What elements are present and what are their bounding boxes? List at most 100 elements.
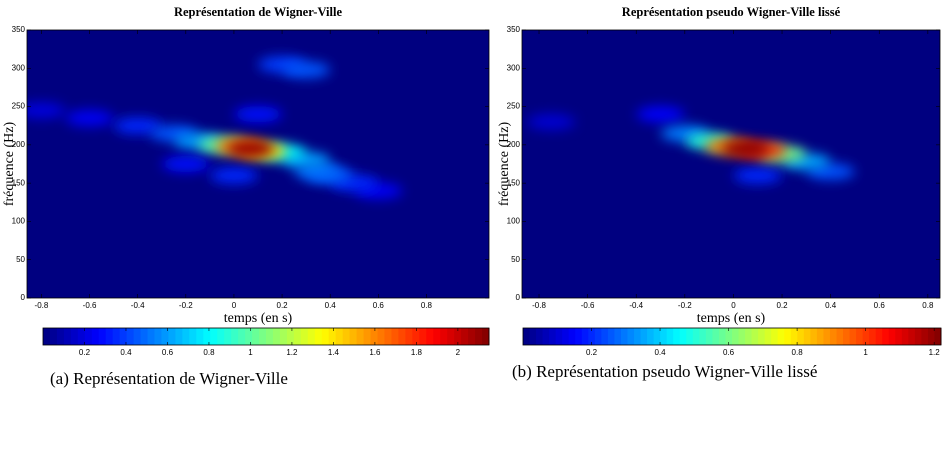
intensity-blob: [113, 117, 162, 134]
y-tick-label: 350: [12, 25, 26, 34]
colorbar-cell: [562, 328, 570, 345]
colorbar-cell: [161, 328, 169, 345]
colorbar-cell: [84, 328, 93, 345]
colorbar-cell: [482, 328, 490, 345]
x-tick-label: 0.8: [421, 301, 433, 310]
colorbar-cell: [692, 328, 700, 345]
colorbar-cell: [601, 328, 609, 345]
colorbar-tick-label: 1.2: [286, 348, 298, 357]
colorbar-tick-label: 0.4: [654, 348, 666, 357]
y-tick-label: 200: [507, 140, 521, 149]
x-tick-label: 0: [731, 301, 736, 310]
colorbar-cell: [238, 328, 246, 345]
colorbar-cell: [790, 328, 798, 345]
colorbar-cell: [168, 328, 176, 345]
colorbar-cell: [823, 328, 831, 345]
colorbar-cell: [77, 328, 86, 345]
colorbar-cell: [252, 328, 260, 345]
x-tick-label: -0.2: [678, 301, 692, 310]
colorbar-cell: [542, 328, 550, 345]
colorbar-tick-label: 0.4: [120, 348, 132, 357]
x-tick-label: 0.2: [277, 301, 289, 310]
x-axis-label: temps (en s): [224, 311, 293, 326]
colorbar-frame: [522, 327, 942, 346]
colorbar-cell: [908, 328, 916, 345]
colorbar-tick-label: 1.4: [328, 348, 340, 357]
x-axis-label: temps (en s): [697, 311, 766, 326]
colorbar-cell: [718, 328, 726, 345]
colorbar-cell: [758, 328, 766, 345]
caption: (b) Représentation pseudo Wigner-Ville l…: [512, 362, 818, 381]
colorbar-cell: [588, 328, 596, 345]
colorbar-cell: [921, 328, 929, 345]
colorbar-cell: [751, 328, 759, 345]
colorbar-tick-label: 0.8: [203, 348, 215, 357]
colorbar-cell: [196, 328, 204, 345]
x-tick-label: 0.8: [922, 301, 934, 310]
colorbar-cell: [705, 328, 713, 345]
y-tick-label: 0: [21, 293, 26, 302]
colorbar-cell: [829, 328, 837, 345]
plot-frame: [26, 29, 490, 299]
colorbar-cell: [266, 328, 274, 345]
colorbar-cell: [454, 328, 462, 345]
x-tick-label: 0.4: [825, 301, 837, 310]
colorbar-cell: [810, 328, 818, 345]
colorbar-cell: [203, 328, 211, 345]
intensity-blob: [282, 61, 331, 78]
colorbar-cell: [447, 328, 455, 345]
colorbar-cell: [217, 328, 225, 345]
colorbar-cell: [245, 328, 253, 345]
x-tick-label: 0.6: [373, 301, 385, 310]
colorbar-cell: [640, 328, 648, 345]
colorbar-cell: [856, 328, 864, 345]
colorbar-cell: [653, 328, 661, 345]
colorbar-cell: [777, 328, 785, 345]
colorbar-tick-label: 1.2: [929, 348, 941, 357]
x-tick-label: 0.6: [874, 301, 886, 310]
colorbar-cell: [335, 328, 344, 345]
colorbar-cell: [475, 328, 483, 345]
colorbar-cell: [133, 328, 142, 345]
colorbar-cell: [849, 328, 857, 345]
y-tick-label: 300: [12, 63, 26, 72]
intensity-blob: [65, 110, 114, 127]
colorbar-cell: [43, 328, 51, 345]
colorbar-cell: [363, 328, 372, 345]
y-tick-label: 250: [507, 102, 521, 111]
chart-title: Représentation de Wigner-Ville: [174, 5, 342, 19]
colorbar-cell: [112, 328, 121, 345]
colorbar-cell: [105, 328, 114, 345]
colorbar-cell: [63, 328, 72, 345]
colorbar-cell: [391, 328, 399, 345]
colorbar-cell: [901, 328, 909, 345]
y-tick-label: 150: [507, 178, 521, 187]
colorbar-cell: [764, 328, 772, 345]
colorbar-cell: [555, 328, 563, 345]
colorbar-cell: [666, 328, 674, 345]
colorbar-cell: [419, 328, 427, 345]
colorbar-cell: [803, 328, 811, 345]
colorbar-tick-label: 0.8: [792, 348, 804, 357]
colorbar-cell: [843, 328, 851, 345]
colorbar-cell: [888, 328, 896, 345]
colorbar-cell: [862, 328, 870, 345]
colorbar-cell: [377, 328, 385, 345]
x-tick-label: -0.6: [83, 301, 97, 310]
x-tick-label: -0.4: [629, 301, 643, 310]
colorbar-cell: [398, 328, 406, 345]
colorbar-cell: [356, 328, 365, 345]
colorbar-cell: [56, 328, 65, 345]
colorbar-cell: [468, 328, 476, 345]
colorbar-frame: [42, 327, 490, 346]
caption: (a) Représentation de Wigner-Ville: [50, 369, 288, 388]
colorbar-cell: [426, 328, 434, 345]
colorbar-cell: [686, 328, 694, 345]
colorbar-cell: [712, 328, 720, 345]
colorbar-tick-label: 0.6: [162, 348, 174, 357]
colorbar-cell: [647, 328, 655, 345]
colorbar-cell: [797, 328, 805, 345]
intensity-blob: [527, 113, 576, 130]
colorbar-cell: [349, 328, 358, 345]
intensity-blob: [209, 167, 258, 184]
